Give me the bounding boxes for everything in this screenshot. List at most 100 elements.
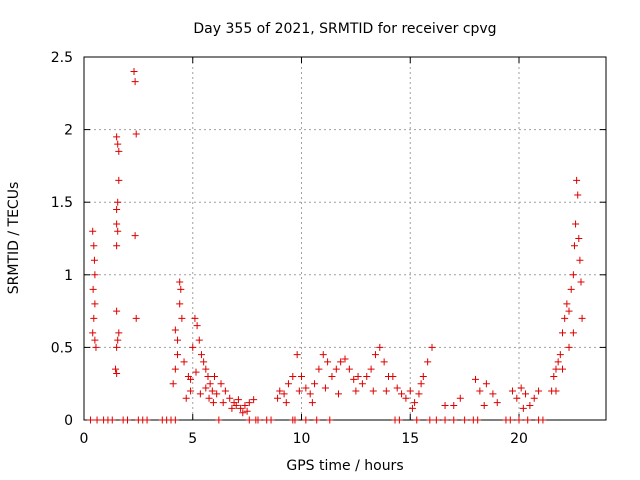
data-point bbox=[406, 387, 414, 395]
data-point bbox=[334, 390, 342, 398]
data-point bbox=[176, 278, 184, 286]
data-point bbox=[91, 300, 99, 308]
data-point bbox=[143, 416, 151, 424]
y-tick-label: 0 bbox=[64, 413, 73, 429]
data-point bbox=[206, 380, 214, 388]
data-point bbox=[250, 396, 258, 404]
data-point bbox=[114, 227, 122, 235]
data-point bbox=[461, 416, 469, 424]
data-point bbox=[197, 351, 205, 359]
data-point bbox=[572, 220, 580, 228]
data-point bbox=[321, 384, 329, 392]
data-point bbox=[567, 285, 575, 293]
data-point bbox=[363, 372, 371, 380]
data-point bbox=[393, 384, 401, 392]
data-point bbox=[371, 351, 379, 359]
data-point bbox=[319, 351, 327, 359]
data-point bbox=[180, 358, 188, 366]
data-point bbox=[530, 394, 538, 402]
data-point bbox=[472, 375, 479, 383]
data-point bbox=[559, 365, 566, 373]
plot-frame bbox=[83, 56, 607, 421]
data-point bbox=[415, 390, 423, 398]
data-point bbox=[450, 416, 458, 424]
data-point bbox=[570, 242, 578, 250]
data-point bbox=[200, 358, 208, 366]
data-point bbox=[189, 343, 197, 351]
data-point bbox=[382, 387, 390, 395]
data-point bbox=[417, 380, 425, 388]
data-point bbox=[489, 390, 497, 398]
data-point bbox=[389, 372, 397, 380]
data-point bbox=[376, 343, 384, 351]
data-point bbox=[113, 242, 121, 250]
x-axis-label: GPS time / hours bbox=[286, 458, 403, 474]
data-point bbox=[369, 387, 377, 395]
data-point bbox=[326, 416, 334, 424]
data-point bbox=[513, 394, 521, 402]
y-tick-label: 1.5 bbox=[51, 195, 73, 211]
data-point bbox=[213, 390, 221, 398]
data-point bbox=[131, 232, 139, 240]
data-point bbox=[115, 176, 123, 184]
data-point bbox=[228, 404, 236, 412]
data-point bbox=[358, 380, 366, 388]
data-point bbox=[171, 416, 179, 424]
chart-title: Day 355 of 2021, SRMTID for receiver cpv… bbox=[193, 21, 496, 37]
data-point bbox=[89, 329, 97, 337]
data-point bbox=[115, 147, 123, 155]
data-point bbox=[535, 387, 543, 395]
data-point bbox=[432, 416, 440, 424]
data-point bbox=[302, 384, 310, 392]
data-point bbox=[241, 401, 249, 409]
data-point bbox=[441, 401, 449, 409]
data-point bbox=[239, 409, 247, 417]
data-point bbox=[245, 416, 253, 424]
data-point bbox=[295, 387, 303, 395]
x-tick-label: 10 bbox=[293, 431, 311, 447]
data-point bbox=[131, 78, 139, 86]
data-point bbox=[276, 387, 284, 395]
data-point bbox=[556, 351, 564, 359]
data-point bbox=[217, 380, 225, 388]
data-point bbox=[90, 256, 98, 264]
data-point bbox=[254, 416, 262, 424]
data-point bbox=[219, 399, 227, 407]
data-point bbox=[411, 399, 419, 407]
data-point bbox=[202, 365, 210, 373]
data-point bbox=[208, 387, 216, 395]
data-points bbox=[87, 68, 586, 424]
data-point bbox=[245, 399, 253, 407]
data-point bbox=[204, 372, 212, 380]
data-point bbox=[398, 390, 406, 398]
x-tick-label: 20 bbox=[510, 431, 528, 447]
data-point bbox=[178, 314, 186, 322]
data-point bbox=[480, 401, 488, 409]
data-point bbox=[182, 394, 190, 402]
data-point bbox=[112, 365, 120, 373]
data-point bbox=[171, 326, 179, 334]
data-point bbox=[306, 390, 314, 398]
data-point bbox=[552, 387, 560, 395]
data-point bbox=[577, 278, 585, 286]
data-point bbox=[354, 372, 362, 380]
data-point bbox=[289, 372, 297, 380]
data-point bbox=[298, 372, 305, 380]
data-point bbox=[311, 380, 319, 388]
data-point bbox=[352, 387, 360, 395]
data-point bbox=[563, 300, 571, 308]
data-point bbox=[408, 404, 416, 412]
data-point bbox=[174, 336, 182, 344]
data-point bbox=[426, 416, 434, 424]
data-point bbox=[113, 205, 121, 213]
data-point bbox=[482, 380, 490, 388]
data-point bbox=[92, 343, 100, 351]
data-point bbox=[565, 343, 573, 351]
data-point bbox=[441, 416, 449, 424]
data-point bbox=[196, 390, 204, 398]
data-point bbox=[476, 387, 484, 395]
data-point bbox=[302, 416, 310, 424]
data-point bbox=[515, 416, 523, 424]
data-point bbox=[506, 416, 514, 424]
data-point bbox=[569, 329, 577, 337]
